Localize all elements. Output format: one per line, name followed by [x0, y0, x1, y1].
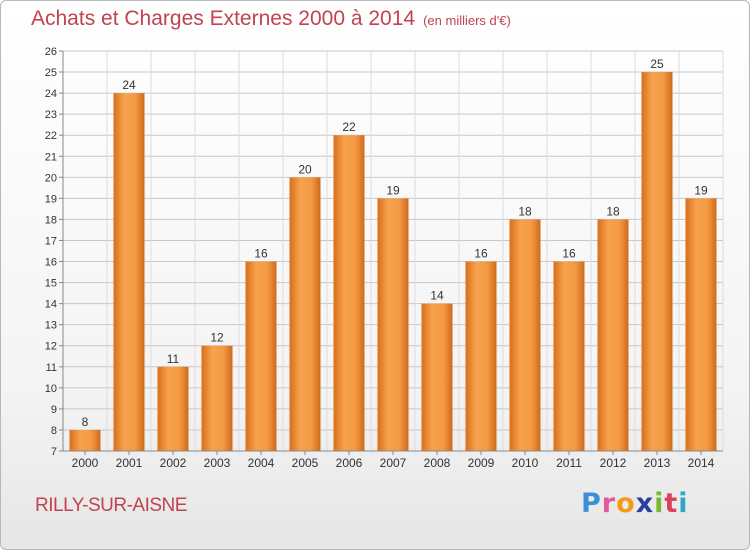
y-tick-label: 18 — [45, 214, 57, 226]
bar-value-label: 18 — [606, 204, 620, 218]
bar — [509, 219, 541, 451]
y-tick-label: 11 — [46, 362, 57, 374]
bar — [641, 72, 673, 451]
y-tick-label: 7 — [51, 446, 57, 458]
y-tick-label: 17 — [45, 235, 57, 247]
x-tick-label: 2006 — [336, 456, 363, 470]
location-name: RILLY-SUR-AISNE — [35, 495, 187, 516]
bar-value-label: 24 — [122, 78, 136, 92]
x-tick-label: 2001 — [116, 456, 143, 470]
bar-value-label: 18 — [518, 204, 532, 218]
chart-title: Achats et Charges Externes 2000 à 2014 (e… — [31, 7, 511, 31]
bar — [377, 198, 409, 451]
bar — [113, 93, 145, 452]
bar — [597, 219, 629, 451]
x-tick-label: 2012 — [600, 456, 627, 470]
y-tick-label: 26 — [45, 46, 57, 58]
bar-value-label: 16 — [474, 247, 488, 261]
y-tick-label: 20 — [45, 172, 57, 184]
y-tick-label: 13 — [45, 320, 57, 332]
y-tick-label: 24 — [45, 88, 57, 100]
bar — [421, 303, 453, 451]
x-tick-label: 2002 — [160, 456, 187, 470]
y-tick-label: 15 — [45, 278, 57, 290]
y-tick-label: 19 — [45, 193, 57, 205]
bar-value-label: 11 — [167, 352, 180, 366]
bar — [333, 135, 365, 452]
x-tick-label: 2010 — [512, 456, 539, 470]
chart-title-text: Achats et Charges Externes 2000 à 2014 — [31, 7, 416, 30]
bar-value-label: 16 — [254, 247, 268, 261]
x-tick-label: 2008 — [424, 456, 451, 470]
y-tick-label: 16 — [45, 257, 57, 269]
bar — [685, 198, 717, 451]
bar-value-label: 19 — [694, 183, 708, 197]
x-tick-label: 2011 — [556, 456, 582, 470]
y-tick-label: 22 — [45, 130, 57, 142]
y-tick-label: 14 — [45, 299, 57, 311]
x-tick-label: 2014 — [688, 456, 715, 470]
x-tick-label: 2003 — [204, 456, 231, 470]
bar — [245, 261, 277, 451]
bar-value-label: 12 — [210, 331, 224, 345]
chart-unit: (en milliers d'€) — [423, 13, 511, 28]
bar-value-label: 8 — [82, 415, 89, 429]
x-tick-label: 2007 — [380, 456, 407, 470]
y-tick-label: 12 — [45, 341, 57, 353]
x-tick-label: 2009 — [468, 456, 495, 470]
y-tick-label: 25 — [45, 67, 57, 79]
proxiti-logo: Proxiti — [581, 488, 689, 519]
x-tick-label: 2000 — [72, 456, 99, 470]
y-tick-label: 10 — [45, 383, 57, 395]
bar — [289, 177, 321, 451]
x-tick-label: 2005 — [292, 456, 319, 470]
bar-value-label: 22 — [342, 120, 356, 134]
bar-value-label: 25 — [650, 57, 664, 71]
bar-value-label: 14 — [430, 289, 444, 303]
bar-value-label: 16 — [562, 247, 576, 261]
x-tick-label: 2004 — [248, 456, 275, 470]
y-tick-label: 21 — [45, 151, 57, 163]
y-tick-label: 23 — [45, 109, 57, 121]
bar — [465, 261, 497, 451]
bar — [157, 366, 189, 451]
bar — [69, 429, 101, 451]
bar — [553, 261, 585, 451]
y-tick-label: 8 — [51, 425, 57, 437]
bar — [201, 345, 233, 451]
bar-value-label: 20 — [298, 162, 312, 176]
x-tick-label: 2013 — [644, 456, 671, 470]
bar-value-label: 19 — [386, 183, 400, 197]
y-tick-label: 9 — [51, 404, 57, 416]
